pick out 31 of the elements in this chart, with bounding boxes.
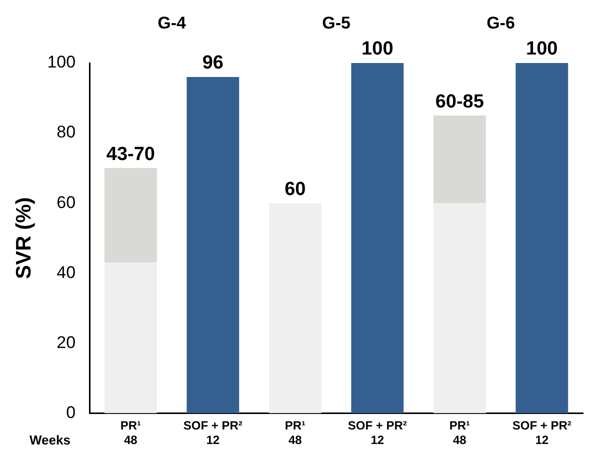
x-tick-label: SOF + PR² 12 [348, 418, 407, 448]
text: 60-85 [435, 91, 484, 112]
x-tick-label: PR¹ 48 [449, 418, 470, 448]
y-axis-title: SVR (%) [12, 197, 36, 279]
y-tick-label: 0 [66, 402, 76, 422]
bar [104, 262, 157, 414]
text: Weeks [30, 432, 70, 448]
bar [268, 203, 322, 414]
text: 100 [362, 38, 394, 60]
y-tick-label: 60 [56, 192, 76, 212]
text: 43-70 [106, 144, 155, 165]
x-tick-label: SOF + PR² 12 [512, 418, 572, 448]
text: G-6 [486, 14, 515, 33]
text: G-4 [158, 14, 187, 33]
y-tick-label: 40 [56, 262, 76, 282]
bar [516, 63, 568, 414]
x-tick-label: PR¹ 48 [284, 418, 306, 448]
bar [433, 203, 486, 414]
bar [104, 168, 157, 263]
x-tick-label: PR¹ 48 [120, 418, 142, 448]
y-tick-label: 80 [56, 122, 76, 142]
text: 100 [526, 38, 558, 60]
y-tick-label: 100 [47, 52, 76, 72]
text: 60 [284, 178, 306, 200]
text: G-5 [322, 14, 350, 33]
y-tick-label: 20 [56, 332, 76, 352]
bar [186, 77, 240, 414]
x-tick-label: SOF + PR² 12 [183, 418, 242, 448]
bar [351, 63, 404, 414]
bar [433, 116, 486, 204]
text: 96 [202, 52, 224, 74]
